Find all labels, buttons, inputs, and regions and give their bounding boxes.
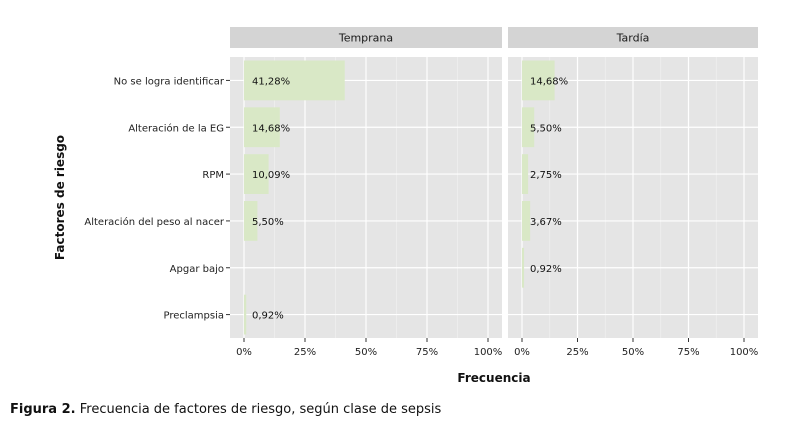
caption-label: Figura 2. [10, 402, 76, 417]
bar [522, 247, 525, 288]
y-tick-label: Preclampsia [163, 311, 224, 322]
data-label: 10,09% [252, 170, 290, 181]
bar [244, 107, 280, 148]
x-tick-label: 100% [474, 347, 503, 358]
x-tick-label: 25% [294, 347, 316, 358]
panel-title: Tardía [616, 32, 650, 45]
figure-caption: Figura 2. Frecuencia de factores de ries… [10, 402, 441, 417]
data-label: 41,28% [252, 76, 290, 87]
bar [244, 201, 258, 241]
panel-strip [230, 27, 502, 48]
y-tick-label: Alteración del peso al nacer [84, 216, 225, 228]
y-tick-label: RPM [202, 170, 224, 181]
data-label: 5,50% [252, 217, 284, 228]
x-axis-title: Frecuencia [457, 371, 530, 385]
caption-text: Frecuencia de factores de riesgo, según … [75, 402, 442, 417]
data-label: 2,75% [530, 170, 562, 181]
data-label: 0,92% [252, 311, 284, 322]
x-tick-label: 0% [514, 347, 530, 358]
data-label: 14,68% [252, 123, 290, 134]
bar [522, 60, 555, 101]
y-tick-label: No se logra identificar [114, 76, 225, 87]
y-tick-label: Alteración de la EG [128, 122, 224, 134]
x-tick-label: 50% [355, 347, 377, 358]
x-tick-label: 50% [622, 347, 644, 358]
bar [522, 201, 531, 241]
x-tick-label: 25% [566, 347, 588, 358]
x-tick-label: 0% [236, 347, 252, 358]
bar [522, 154, 529, 194]
data-label: 0,92% [530, 264, 562, 275]
bar [244, 60, 345, 101]
data-label: 14,68% [530, 76, 568, 87]
bar [522, 107, 535, 148]
y-axis-title: Factores de riesgo [53, 135, 67, 260]
panel-title: Temprana [338, 32, 393, 45]
bar [244, 154, 269, 194]
x-tick-label: 75% [416, 347, 438, 358]
x-tick-label: 100% [730, 347, 759, 358]
data-label: 5,50% [530, 123, 562, 134]
bar [244, 294, 247, 335]
x-tick-label: 75% [677, 347, 699, 358]
data-label: 3,67% [530, 217, 562, 228]
panel-strip [508, 27, 758, 48]
y-tick-label: Apgar bajo [170, 264, 224, 275]
